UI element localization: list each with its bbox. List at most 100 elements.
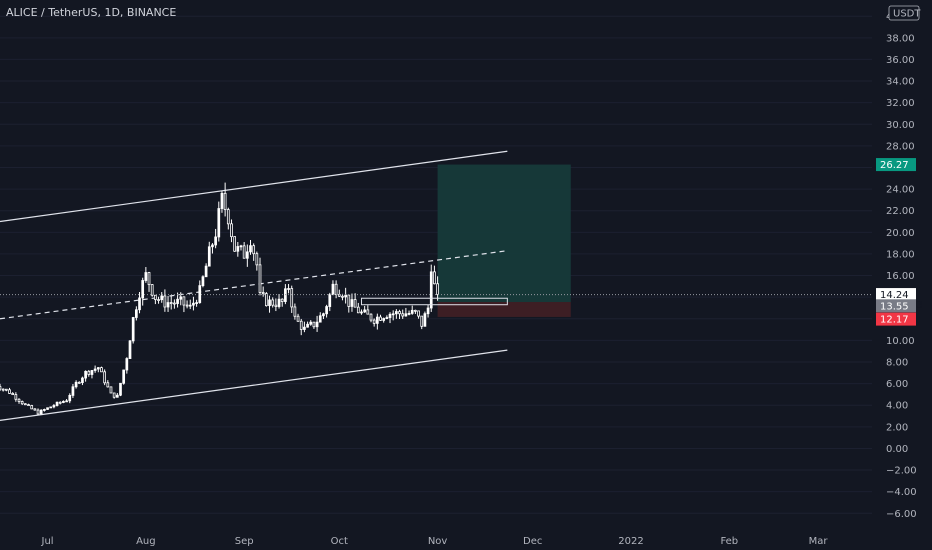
candle-up [65, 400, 68, 403]
target-price-tag-bg [876, 158, 916, 172]
candle-up [52, 405, 56, 408]
x-tick-label: Sep [235, 536, 254, 547]
candle-up [395, 311, 398, 315]
candle-up [306, 323, 309, 328]
candle-down [27, 404, 30, 407]
time-axis[interactable]: Jul Aug Sep Oct Nov Dec 2022 Feb Mar [41, 536, 829, 547]
x-tick-label: Feb [720, 536, 738, 547]
candle-up [385, 317, 389, 319]
candle-up [93, 368, 97, 371]
candle-up [309, 321, 313, 325]
candle-down [334, 283, 338, 295]
price-axis-bg [872, 0, 932, 550]
y-tick-label: 18.00 [886, 249, 915, 260]
candle-up [188, 304, 192, 307]
candle-up [315, 321, 319, 328]
candle-down [100, 367, 103, 373]
y-tick-label: 20.00 [886, 228, 915, 239]
y-tick-label: −6.00 [886, 509, 917, 520]
target-price-tag: 26.27 [880, 160, 909, 171]
y-tick-label: 30.00 [886, 120, 915, 131]
candle-up [141, 280, 145, 299]
candle-down [255, 253, 259, 266]
candle-up [179, 296, 183, 300]
candle-down [36, 409, 40, 415]
range-box[interactable] [360, 297, 508, 306]
candle-up [119, 382, 122, 396]
y-tick-label: 38.00 [886, 33, 915, 44]
candle-down [77, 381, 81, 384]
candle-down [233, 236, 236, 252]
candle-down [150, 284, 154, 296]
candle-up [55, 401, 59, 406]
x-tick-label: Aug [136, 536, 156, 547]
candle-down [223, 192, 227, 211]
candle-up [407, 313, 411, 315]
candle-up [46, 407, 49, 410]
candle-down [414, 309, 417, 312]
candle-up [239, 245, 243, 248]
y-tick-label: 36.00 [886, 55, 915, 66]
stop-zone[interactable] [437, 302, 571, 317]
current-price-tag: 14.24 [880, 290, 909, 301]
candle-up [62, 400, 65, 403]
range-rectangle[interactable] [360, 297, 508, 306]
y-tick-label: 8.00 [886, 357, 908, 368]
chart-title: ALICE / TetherUS, 1D, BINANCE [6, 6, 177, 19]
candle-up [204, 265, 208, 278]
candle-up [207, 246, 211, 267]
candle-up [375, 316, 379, 324]
candle-up [426, 307, 430, 315]
candle-up [214, 236, 217, 246]
candle-up [166, 302, 170, 308]
parallel-channel[interactable] [0, 150, 508, 421]
y-tick-label: −2.00 [886, 466, 917, 477]
candle-up [176, 298, 179, 304]
candle-up [388, 313, 392, 318]
y-tick-label: 2.00 [886, 422, 908, 433]
candle-down [226, 209, 230, 225]
x-tick-label: Dec [523, 536, 542, 547]
y-tick-label: −4.00 [886, 487, 917, 498]
y-tick-label: 22.00 [886, 206, 915, 217]
candle-down [87, 370, 91, 375]
candle-up [429, 271, 433, 309]
channel-middle-line[interactable] [0, 250, 508, 320]
candle-up [410, 309, 414, 314]
candle-up [125, 358, 129, 371]
candle-up [96, 367, 100, 370]
candle-down [261, 292, 265, 295]
x-tick-label: Jul [41, 536, 54, 547]
candle-down [366, 309, 370, 315]
candle-up [71, 386, 75, 396]
candle-up [236, 246, 240, 252]
candle-up [331, 283, 335, 295]
x-tick-label: Nov [428, 536, 448, 547]
candle-down [147, 272, 151, 286]
profit-zone[interactable] [437, 164, 571, 303]
candle-down [230, 223, 233, 238]
price-axis[interactable]: 40.0038.0036.0034.0032.0030.0028.0026.00… [872, 0, 932, 550]
stop-price-tag-bg [876, 312, 916, 326]
candle-down [290, 288, 294, 308]
candle-up [344, 294, 347, 298]
candle-up [134, 309, 138, 318]
candle-down [0, 386, 2, 390]
long-position-tool[interactable] [437, 164, 571, 317]
candle-down [274, 304, 278, 307]
candle-up [391, 313, 395, 316]
y-tick-label: 28.00 [886, 141, 915, 152]
currency-badge[interactable] [888, 5, 920, 21]
channel-lower-line[interactable] [0, 349, 508, 421]
candle-down [312, 321, 316, 328]
candle-down [17, 398, 21, 402]
candle-down [271, 299, 275, 306]
channel-upper-line[interactable] [0, 150, 508, 223]
candle-up [39, 409, 43, 415]
grid [0, 15, 872, 514]
candle-down [401, 313, 405, 317]
candle-down [20, 401, 24, 405]
